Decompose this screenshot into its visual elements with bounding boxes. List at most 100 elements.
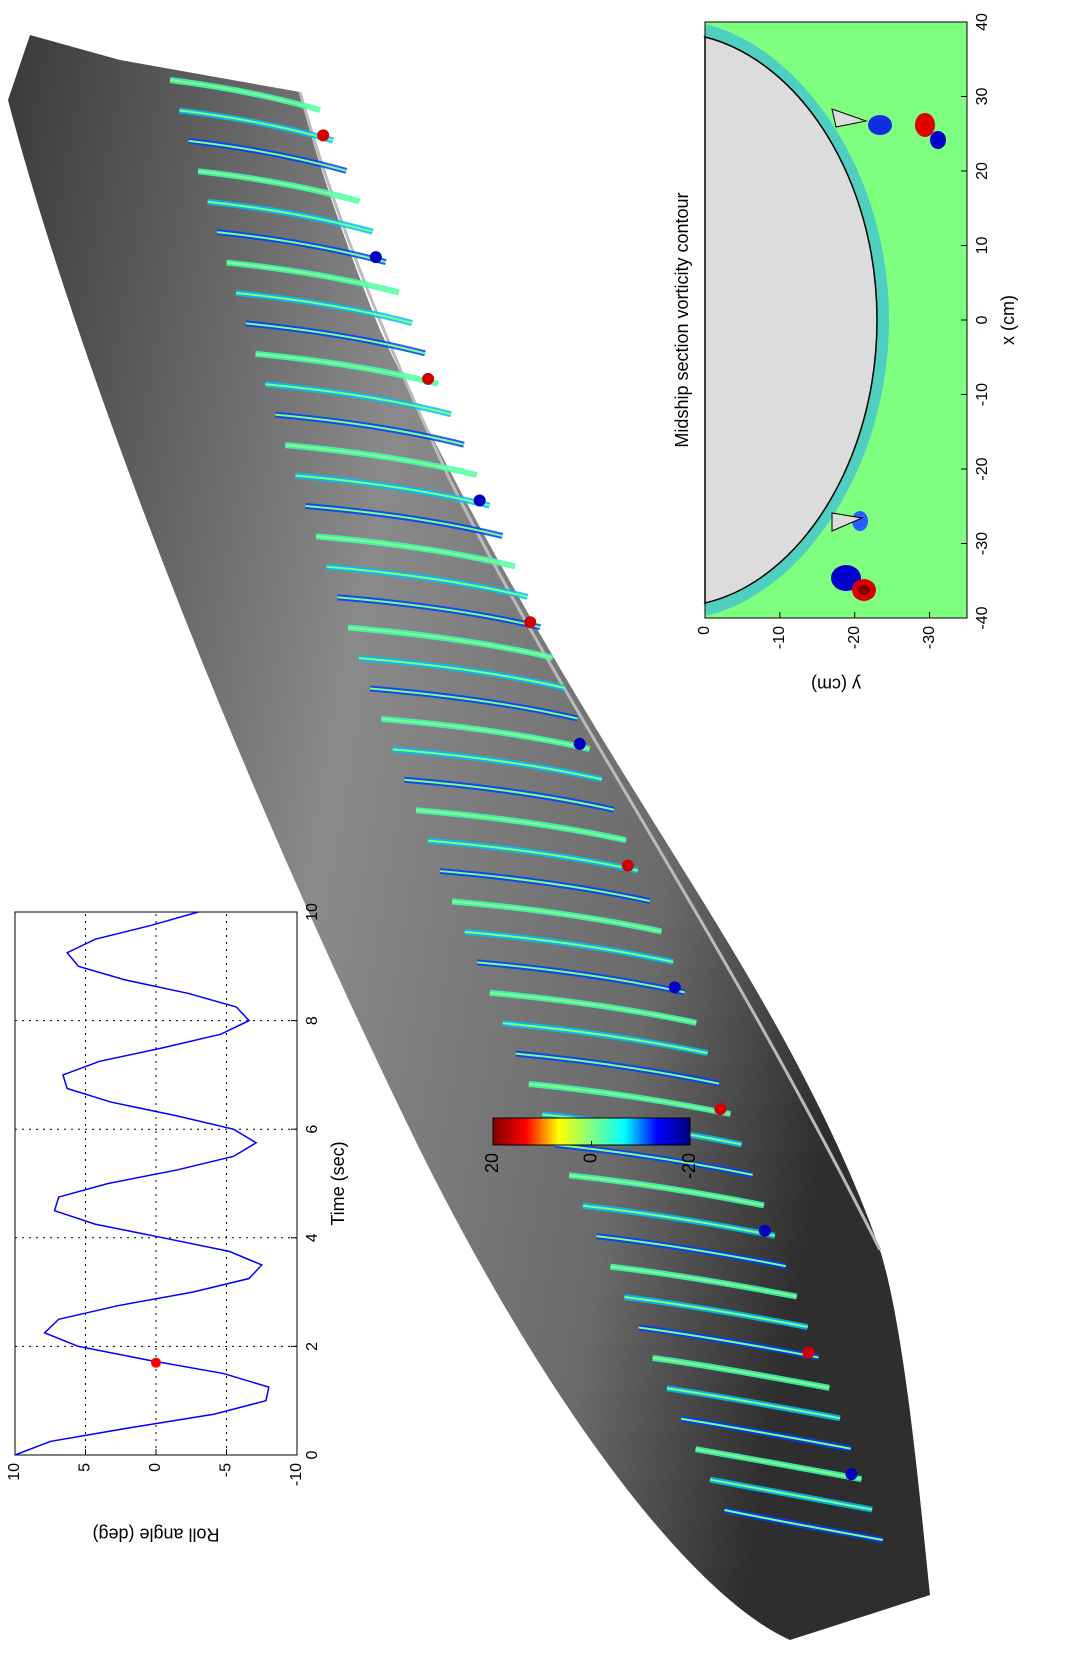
hull-section xyxy=(704,36,878,604)
contour-field xyxy=(703,22,967,618)
y-tick-label: 10 xyxy=(6,1463,23,1481)
vortex-streak xyxy=(415,809,627,842)
y-tick-label: -30 xyxy=(921,626,938,649)
rotated-panels: 0 2 4 6 8 10 -10 -5 0 5 10 Time (sec) Roll angle (de… xyxy=(6,13,1018,1544)
vortex-streak xyxy=(582,1204,776,1237)
vortex-streak xyxy=(724,1509,884,1541)
vortex-core xyxy=(422,372,435,385)
vortex-streak xyxy=(528,1083,731,1116)
vortex-core xyxy=(621,859,634,872)
vortex-streak xyxy=(381,717,590,750)
vortex-streak xyxy=(502,1022,708,1055)
vortex-streak xyxy=(169,79,321,111)
x-tick-label: 4 xyxy=(304,1233,321,1242)
vortex-core xyxy=(473,494,486,507)
x-tick-label: 10 xyxy=(974,237,991,255)
vortex-core xyxy=(802,1346,815,1359)
x-tick-label: -30 xyxy=(974,532,991,555)
vortex-streak xyxy=(652,1356,830,1389)
vortex-streak xyxy=(666,1387,841,1420)
vortex-streak xyxy=(315,535,516,568)
roll-line xyxy=(14,911,270,1456)
vortex-streak xyxy=(198,170,360,203)
vortex-streak xyxy=(188,139,347,172)
colorbar xyxy=(492,1117,691,1146)
x-tick-label: 0 xyxy=(974,315,991,324)
boundary-layer xyxy=(703,24,890,616)
ship-hull-render xyxy=(8,35,930,1640)
plot-area xyxy=(14,911,298,1456)
x-tick-label: 6 xyxy=(304,1125,321,1134)
vortex-streak xyxy=(452,900,662,933)
vortex-streak xyxy=(255,352,439,385)
x-tick-label: 20 xyxy=(974,162,991,180)
vortex-streak xyxy=(624,1296,808,1329)
vortex-streak xyxy=(464,930,674,963)
vortex-streak xyxy=(489,991,697,1024)
vortex xyxy=(868,115,892,135)
vortex-core xyxy=(668,981,681,994)
vortex-core xyxy=(524,616,537,629)
vortex-core xyxy=(845,1468,858,1481)
x-tick-label: 0 xyxy=(304,1450,321,1459)
vortex-streak xyxy=(610,1265,798,1298)
vortex-core xyxy=(714,1103,727,1116)
x-tick-label: 10 xyxy=(304,903,321,921)
y-axis-label: Roll angle (deg) xyxy=(92,1524,219,1544)
vortex-streak xyxy=(369,687,578,720)
y-tick-label: 0 xyxy=(696,626,713,635)
hull-surface xyxy=(8,35,930,1640)
vortex xyxy=(915,113,935,137)
x-axis-label: x (cm) xyxy=(998,295,1018,345)
vortex-streak xyxy=(358,657,566,690)
y-tick-label: -5 xyxy=(218,1463,235,1477)
vortex-streak xyxy=(392,748,603,781)
vortex xyxy=(852,511,868,531)
y-tick-label: 5 xyxy=(77,1463,94,1472)
vortex-streak xyxy=(236,291,413,324)
vortex-streak xyxy=(347,626,553,659)
current-time-marker xyxy=(151,1357,161,1368)
vortex-streak xyxy=(305,504,503,537)
x-tick-label: -40 xyxy=(974,606,991,629)
vortex-streak xyxy=(285,444,478,477)
vortex-streak xyxy=(596,1235,787,1268)
vortex-streak xyxy=(638,1326,819,1359)
vortex-core xyxy=(369,251,382,264)
vortex-streak xyxy=(555,1143,753,1176)
vortex-streak xyxy=(427,839,639,872)
y-tick-label: -20 xyxy=(846,626,863,649)
x-tick-label: -20 xyxy=(974,457,991,480)
vortex-streak xyxy=(568,1174,765,1207)
x-tick-label: 8 xyxy=(304,1016,321,1025)
vortex-streak xyxy=(709,1478,873,1511)
x-tick-label: -10 xyxy=(974,383,991,406)
x-tick-label: 30 xyxy=(974,88,991,106)
vortex-streak xyxy=(681,1417,851,1450)
colorbar-tick-label: 0 xyxy=(580,1153,600,1163)
bilge-keel xyxy=(831,108,868,128)
vortex-streak xyxy=(477,961,685,994)
vortex-streak xyxy=(295,474,490,507)
vortex-streak xyxy=(245,322,426,355)
x-axis-label: Time (sec) xyxy=(328,1141,348,1225)
x-tick-label: 2 xyxy=(304,1342,321,1351)
vortex-core xyxy=(317,129,330,142)
colorbar-tick-label: -20 xyxy=(679,1153,699,1179)
vortex-streak xyxy=(337,596,541,629)
y-tick-label: -10 xyxy=(288,1463,305,1486)
vortex-core xyxy=(758,1224,771,1237)
colorbar-tick-label: 20 xyxy=(482,1153,502,1173)
vortex xyxy=(831,565,861,591)
y-tick-label: -10 xyxy=(771,626,788,649)
bilge-keel xyxy=(831,512,864,532)
vortex-streak xyxy=(515,1052,720,1085)
vortex-streak xyxy=(265,383,452,416)
hull-edge xyxy=(298,91,882,1251)
vortex-streak xyxy=(275,413,465,446)
y-tick-label: 0 xyxy=(147,1463,164,1472)
vortex-streak xyxy=(216,231,387,264)
vortex-streak xyxy=(695,1448,862,1481)
vortex xyxy=(858,585,870,595)
